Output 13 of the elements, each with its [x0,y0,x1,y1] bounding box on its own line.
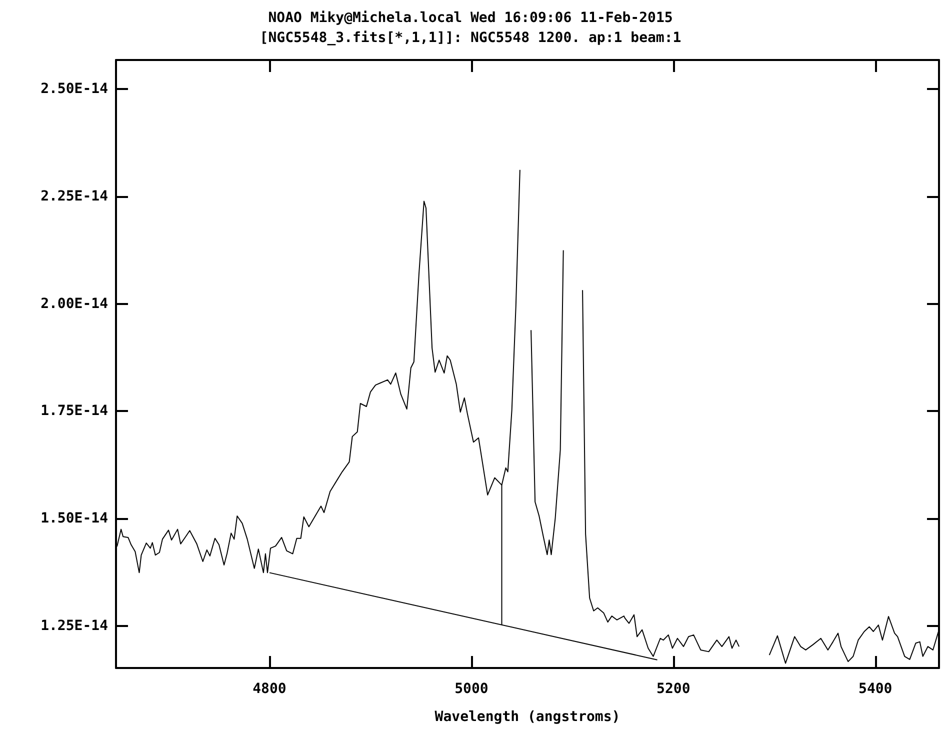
y-tick-label: 2.00E-14 [40,296,108,312]
x-tick-label: 4800 [252,681,286,697]
y-tick-label: 2.25E-14 [40,188,108,205]
chart-subtitle: [NGC5548_3.fits[*,1,1]]: NGC5548 1200. ap:1 beam:1 [260,30,682,46]
chart-title: NOAO Miky@Michela.local Wed 16:09:06 11-Feb-2015 [268,10,673,26]
x-tick-label: 5200 [656,681,690,697]
y-tick-label: 1.50E-14 [40,510,108,527]
y-tick-label: 1.25E-14 [40,618,108,634]
x-tick-label: 5000 [454,681,488,697]
x-tick-label: 5400 [858,681,892,697]
y-tick-label: 2.50E-14 [40,81,108,98]
x-axis-title: Wavelength (angstroms) [434,709,620,725]
y-tick-label: 1.75E-14 [40,403,108,420]
